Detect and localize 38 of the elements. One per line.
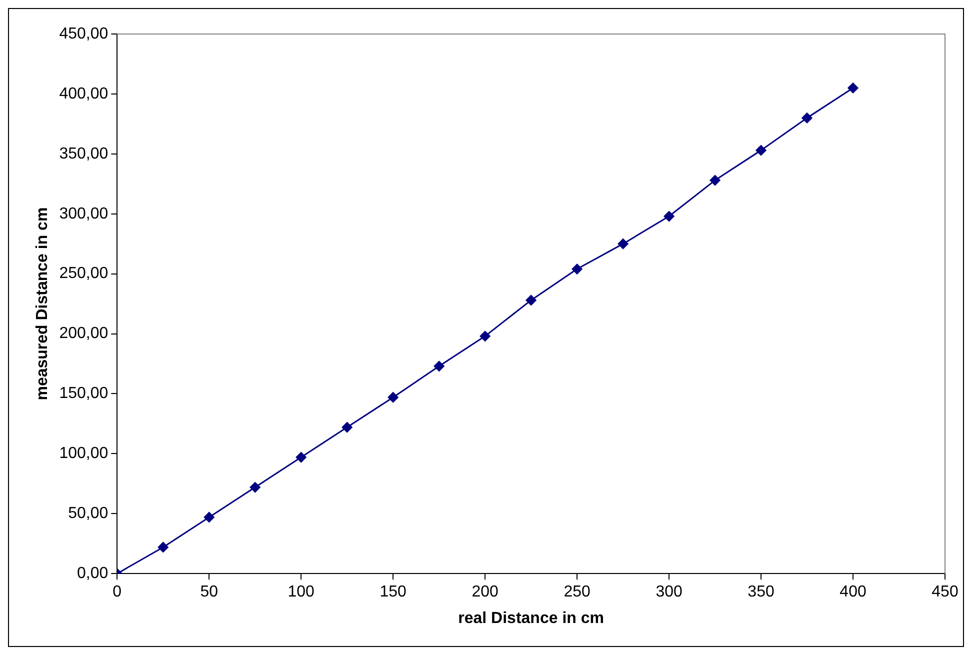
- point: [526, 294, 536, 306]
- y-tick-label: 450,00: [59, 25, 108, 42]
- x-tick-label: 400: [840, 584, 866, 601]
- x-axis-title: real Distance in cm: [458, 610, 604, 627]
- y-tick-label: 0,00: [76, 565, 108, 582]
- point: [664, 211, 674, 222]
- point: [204, 512, 214, 522]
- x-tick-label: 0: [112, 584, 122, 601]
- point: [158, 542, 168, 552]
- y-tick-label: 50,00: [68, 505, 108, 522]
- y-tick-label: 300,00: [59, 205, 108, 222]
- point: [296, 452, 306, 463]
- point: [572, 264, 582, 274]
- point: [388, 392, 398, 403]
- point: [618, 238, 628, 250]
- x-tick-label: 100: [288, 584, 315, 601]
- y-tick-label: 350,00: [59, 145, 108, 162]
- point: [802, 112, 812, 124]
- x-tick-label: 250: [564, 584, 591, 601]
- point: [250, 482, 260, 493]
- x-tick-label: 50: [200, 584, 218, 601]
- point: [434, 360, 444, 372]
- point: [848, 82, 858, 94]
- y-tick-label: 150,00: [59, 385, 108, 402]
- y-tick-label: 250,00: [59, 265, 108, 282]
- y-tick-label: 100,00: [59, 445, 108, 462]
- y-tick-label: 400,00: [59, 85, 108, 102]
- point: [756, 145, 766, 156]
- point: [480, 330, 490, 342]
- x-tick-label: 450: [932, 584, 958, 601]
- x-tick-label: 200: [472, 584, 499, 601]
- point: [710, 175, 720, 186]
- y-tick-label: 200,00: [59, 325, 108, 342]
- x-tick-label: 150: [380, 584, 407, 601]
- point: [342, 422, 352, 433]
- x-tick-label: 300: [656, 584, 682, 601]
- x-tick-label: 350: [748, 584, 774, 601]
- y-axis-title: measured Distance in cm: [34, 207, 52, 400]
